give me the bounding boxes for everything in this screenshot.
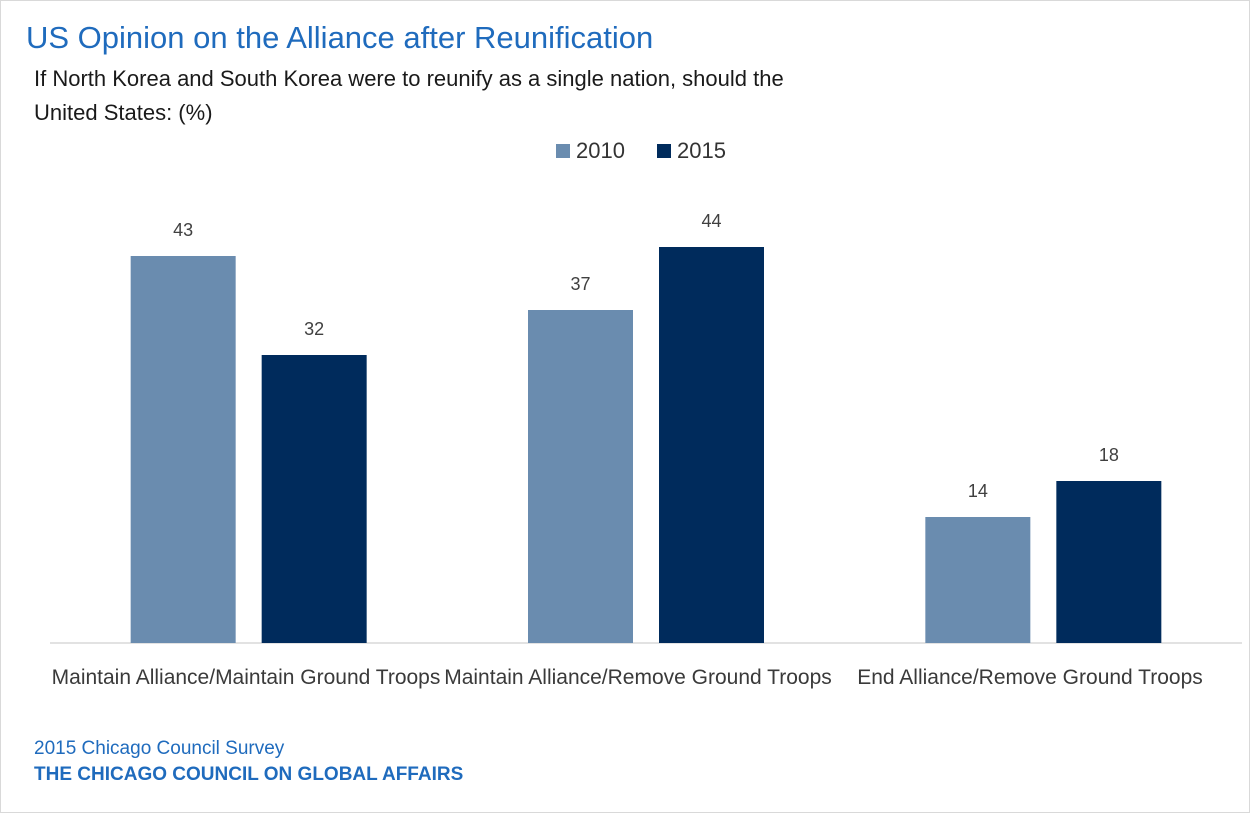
legend-label-2015: 2015	[677, 138, 726, 163]
data-label-2015-1: 44	[701, 211, 721, 231]
chart-legend: 2010 2015	[0, 138, 1252, 164]
category-label-1: Maintain Alliance/Remove Ground Troops	[444, 666, 832, 689]
legend-item-2010: 2010	[556, 138, 625, 164]
data-label-2010-1: 37	[570, 274, 590, 294]
chart-title: US Opinion on the Alliance after Reunifi…	[26, 20, 654, 55]
bar-2015-2	[1056, 481, 1162, 643]
data-label-2010-2: 14	[968, 481, 988, 501]
bar-2010-2	[925, 517, 1031, 643]
data-label-2010-0: 43	[173, 220, 193, 240]
source-note: 2015 Chicago Council Survey	[34, 738, 285, 759]
data-label-2015-2: 18	[1099, 445, 1119, 465]
organization-name: THE CHICAGO COUNCIL ON GLOBAL AFFAIRS	[34, 764, 464, 785]
category-label-2: End Alliance/Remove Ground Troops	[857, 666, 1203, 689]
legend-item-2015: 2015	[657, 138, 726, 164]
bar-2015-1	[659, 247, 764, 643]
legend-swatch-2015	[657, 144, 671, 158]
bar-2015-0	[261, 355, 367, 643]
legend-label-2010: 2010	[576, 138, 625, 163]
bar-2010-1	[528, 310, 633, 643]
legend-swatch-2010	[556, 144, 571, 158]
bar-2010-0	[130, 256, 236, 643]
data-label-2015-0: 32	[304, 319, 324, 339]
chart-subtitle: If North Korea and South Korea were to r…	[34, 66, 784, 125]
category-label-0: Maintain Alliance/Maintain Ground Troops	[51, 666, 441, 689]
